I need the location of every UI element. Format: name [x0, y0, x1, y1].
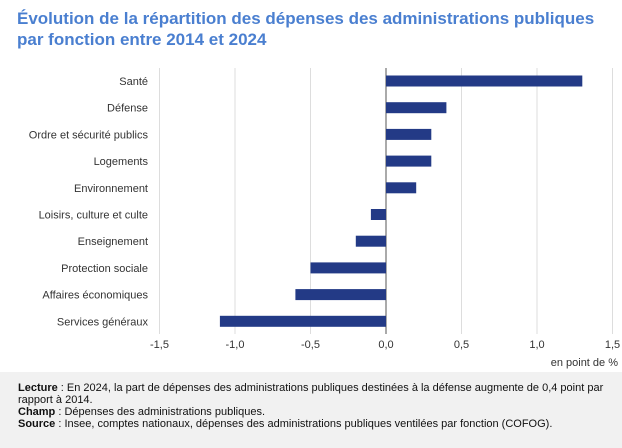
category-label: Services généraux [57, 316, 149, 328]
chart-title-line-2: par fonction entre 2014 et 2024 [17, 30, 267, 49]
x-tick-label: -0,5 [301, 339, 320, 351]
bar [310, 262, 386, 274]
chart-title-line-1: Évolution de la répartition des dépenses… [17, 9, 595, 28]
note-lecture-text: : En 2024, la part de dépenses des admin… [18, 382, 604, 406]
bar [370, 209, 386, 220]
x-tick-label: -1,5 [150, 339, 169, 351]
category-label: Santé [119, 76, 148, 88]
category-label: Enseignement [78, 236, 148, 248]
x-tick-label: 0,0 [378, 339, 393, 351]
note-champ: Champ : Dépenses des administrations pub… [18, 406, 608, 418]
note-source-label: Source [18, 418, 56, 430]
bar [386, 128, 432, 140]
x-tick-label: 1,5 [605, 339, 620, 351]
category-label: Protection sociale [61, 263, 148, 275]
bar-chart: Santé Défense Ordre et sécurité publics Log… [29, 68, 620, 369]
category-label: Ordre et sécurité publics [29, 129, 149, 141]
bar [386, 155, 432, 167]
note-champ-label: Champ [18, 406, 56, 418]
note-champ-text: : Dépenses des administrations publiques… [55, 406, 266, 418]
note-lecture: Lecture : En 2024, la part de dépenses d… [18, 382, 608, 406]
chart-bars [219, 75, 583, 327]
x-tick-label: 0,5 [454, 339, 469, 351]
x-axis-ticks: -1,5 -1,0 -0,5 0,0 0,5 1,0 1,5 [150, 339, 620, 351]
note-source: Source : Insee, comptes nationaux, dépen… [18, 418, 608, 430]
bar [386, 102, 447, 114]
category-labels: Santé Défense Ordre et sécurité publics Log… [29, 76, 149, 328]
category-label: Défense [107, 103, 148, 115]
bar [219, 315, 386, 327]
x-tick-label: -1,0 [226, 339, 245, 351]
note-lecture-label: Lecture [18, 382, 58, 394]
note-source-text: : Insee, comptes nationaux, dépenses des… [55, 418, 553, 430]
x-axis-unit-label: en point de % [551, 357, 618, 369]
x-tick-label: 1,0 [529, 339, 544, 351]
bar [355, 235, 386, 247]
notes-panel: Lecture : En 2024, la part de dépenses d… [0, 372, 622, 448]
category-label: Affaires économiques [42, 290, 148, 302]
bar [386, 182, 417, 194]
bar [386, 75, 583, 87]
bar [295, 289, 386, 301]
chart-title: Évolution de la répartition des dépenses… [17, 8, 617, 50]
category-label: Environnement [74, 183, 148, 195]
category-label: Logements [94, 156, 149, 168]
category-label: Loisirs, culture et culte [39, 210, 148, 222]
